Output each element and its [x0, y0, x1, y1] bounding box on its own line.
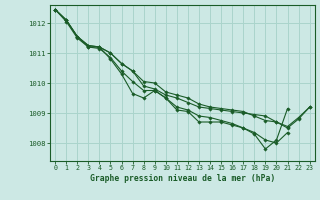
X-axis label: Graphe pression niveau de la mer (hPa): Graphe pression niveau de la mer (hPa) — [90, 174, 275, 183]
